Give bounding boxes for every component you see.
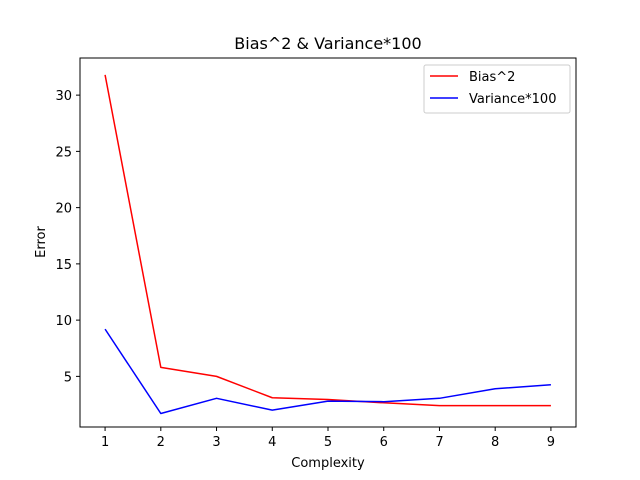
- y-axis-label: Error: [34, 226, 49, 258]
- x-tick-label: 4: [268, 435, 276, 450]
- series-line-bias-2: [104, 74, 551, 407]
- x-tick-label: 9: [547, 435, 555, 450]
- series-line-variance-100: [104, 328, 551, 415]
- x-tick-label: 5: [324, 435, 332, 450]
- axis-ticks: 1 2 3 4 5 6 7 8 9 5 10 15 20 25 30: [55, 89, 555, 450]
- plot-area: [104, 74, 551, 415]
- x-tick-label: 8: [491, 435, 499, 450]
- x-tick-label: 3: [212, 435, 220, 450]
- y-tick-label: 15: [55, 258, 72, 273]
- legend-box: [423, 64, 571, 114]
- x-tick-label: 6: [380, 435, 388, 450]
- y-tick-label: 25: [55, 145, 72, 160]
- legend: Bias^2 Variance*100: [423, 64, 571, 114]
- y-tick-label: 10: [55, 314, 72, 329]
- x-tick-label: 2: [157, 435, 165, 450]
- x-axis-label: Complexity: [291, 456, 365, 471]
- chart-title: Bias^2 & Variance*100: [234, 34, 421, 53]
- x-tick-label: 7: [435, 435, 443, 450]
- y-tick-label: 30: [55, 89, 72, 104]
- y-tick-label: 5: [64, 370, 72, 385]
- y-tick-label: 20: [55, 202, 72, 217]
- x-tick-label: 1: [101, 435, 109, 450]
- legend-label-bias: Bias^2: [469, 70, 515, 85]
- legend-label-variance: Variance*100: [469, 92, 556, 107]
